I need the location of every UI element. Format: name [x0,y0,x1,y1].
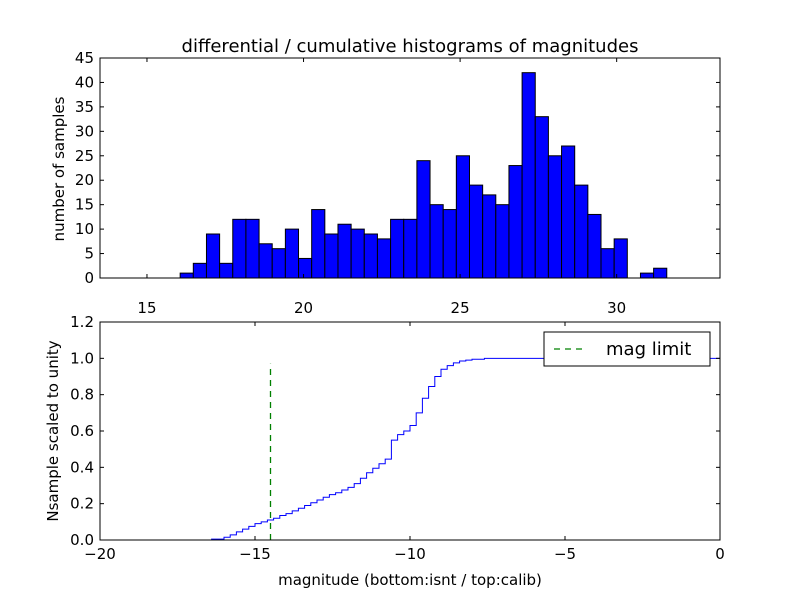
chart-title: differential / cumulative histograms of … [182,36,639,57]
cumulative-step-line [100,357,721,541]
histogram-y-tick-label: 10 [75,220,94,238]
histogram-bar [376,238,392,279]
histogram-bar [508,165,523,279]
histogram-bar [613,238,628,279]
histogram-bar [311,209,326,279]
histogram-bar [587,213,602,279]
histogram-bar [390,218,405,279]
histogram-bar [219,262,234,279]
cumulative-x-tick-label: −15 [239,545,271,563]
histogram-bar [574,184,589,279]
cumulative-y-tick-label: 0.6 [70,422,94,440]
histogram-bar [547,155,563,279]
histogram-bar [337,223,352,279]
cumulative-x-tick-label: −5 [554,545,576,563]
cumulative-y-tick-label: 0.0 [70,531,94,549]
histogram-y-tick-label: 45 [75,49,94,67]
histogram-bar [639,272,655,279]
legend: mag limit [543,331,711,367]
histogram-bar [284,228,300,279]
cumulative-frame [99,321,721,541]
cumulative-y-tick-label: 0.2 [70,495,94,513]
cumulative-y-tick-label: 1.2 [70,313,94,331]
histogram-bar [363,233,378,279]
cumulative-y-tick-label: 1.0 [70,349,94,367]
histogram-bar [271,248,286,279]
histogram-bar [245,218,260,279]
histogram-bar [600,248,615,279]
cumulative-x-axis-label: magnitude (bottom:isnt / top:calib) [278,571,542,589]
cumulative-y-axis-label: Nsample scaled to unity [44,340,62,521]
histogram-bar [561,145,576,279]
cumulative-x-tick-label: 0 [715,545,725,563]
histogram-x-tick-label: 30 [607,299,626,317]
legend-box [543,331,711,367]
histogram-bar [482,194,497,279]
histogram-bar [534,116,549,279]
cumulative-x-tick-label: −10 [394,545,426,563]
histogram-bar [521,72,536,279]
histogram-bar [232,218,247,279]
histogram-y-axis-label: number of samples [50,96,68,241]
histogram-bar [298,257,313,279]
histogram-bar [205,233,221,279]
histogram-bar [324,233,339,279]
histogram-frame [99,57,721,279]
histogram-bar [455,155,470,279]
histogram-bar [403,218,418,279]
histogram-bar [442,209,457,279]
histogram-y-tick-label: 0 [84,269,94,287]
histogram-bar [429,204,444,279]
histogram-y-tick-label: 40 [75,73,94,91]
histogram-y-tick-label: 5 [84,245,94,263]
cumulative-subplot: Nsample scaled to unity magnitude (botto… [44,313,725,589]
histogram-bar [179,272,194,279]
cumulative-y-tick-label: 0.8 [70,386,94,404]
histogram-x-tick-label: 15 [137,299,156,317]
histogram-x-tick-label: 25 [451,299,470,317]
cumulative-x-tick-label: −20 [84,545,116,563]
histogram-bar [468,184,484,279]
histogram-y-tick-label: 30 [75,122,94,140]
cumulative-y-tick-label: 0.4 [70,458,94,476]
histogram-bar [495,204,510,279]
cumulative-lines [100,357,721,541]
histogram-y-tick-label: 15 [75,196,94,214]
histogram-bar [416,160,431,279]
histogram-bar [258,243,273,279]
cumulative-axes: 0.0 0.2 0.4 0.6 0.8 1.0 1.2 −20 −15 −10 −5 0 [70,313,725,563]
histogram-y-tick-label: 25 [75,147,94,165]
histogram-bar [653,267,668,279]
histogram-y-tick-label: 20 [75,171,94,189]
histogram-y-tick-label: 35 [75,98,94,116]
histogram-bar [350,228,365,279]
histogram-bar [192,262,207,279]
histogram-x-tick-label: 20 [294,299,313,317]
histogram-subplot: differential / cumulative histograms of … [50,36,721,317]
legend-label-mag-limit: mag limit [606,339,691,360]
